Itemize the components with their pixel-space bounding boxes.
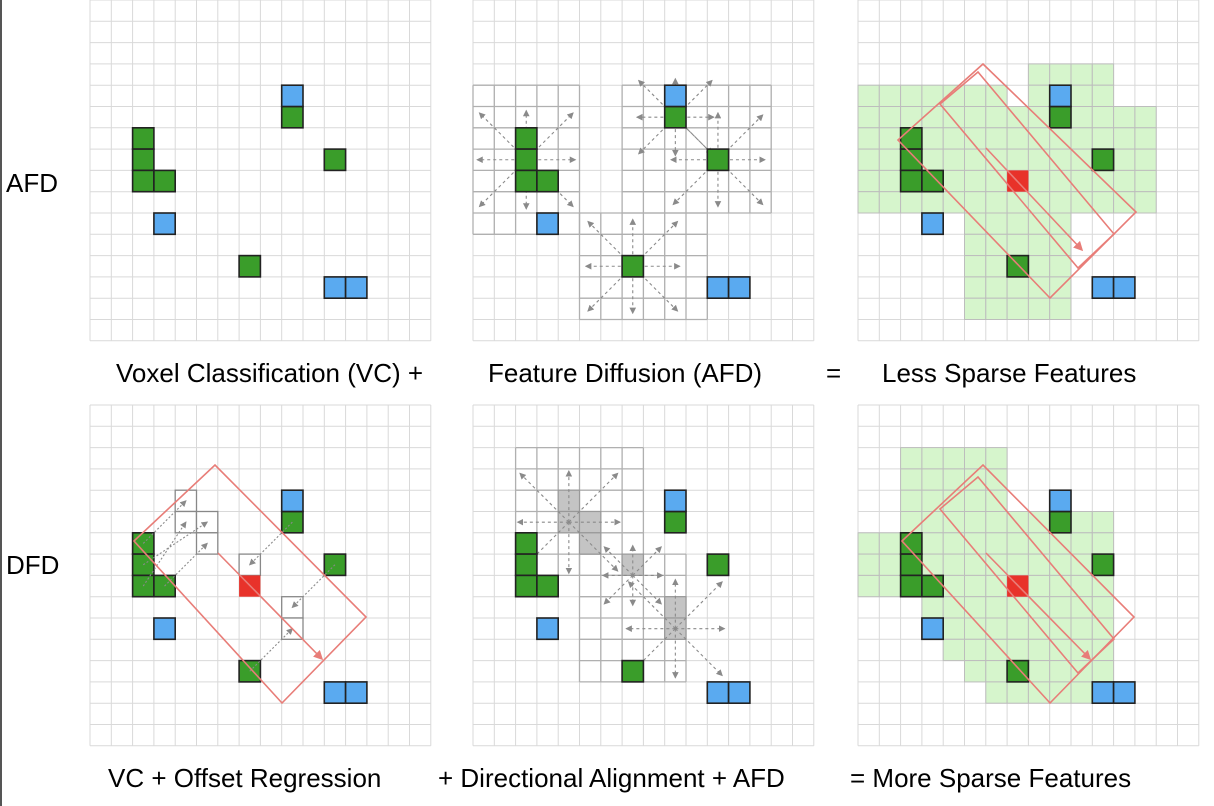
blue-voxel xyxy=(280,84,304,108)
blue-voxel xyxy=(153,617,177,641)
blue-voxel xyxy=(1091,681,1115,704)
diffusion-arrows-top xyxy=(516,469,622,575)
green-voxel xyxy=(323,148,347,172)
green-voxel xyxy=(899,574,923,598)
panel-afd-diffusion xyxy=(472,0,815,342)
blue-voxel xyxy=(344,276,368,299)
bounding-box xyxy=(132,463,368,705)
blue-voxel xyxy=(153,212,177,236)
bounding-box xyxy=(896,62,1138,300)
bounding-box xyxy=(900,463,1136,705)
green-voxel xyxy=(536,169,560,193)
blue-voxel xyxy=(706,681,730,704)
green-voxel xyxy=(706,148,730,172)
blue-voxel xyxy=(663,84,687,108)
direction-arrow xyxy=(985,552,1092,661)
blue-voxel xyxy=(921,212,945,236)
blue-voxel xyxy=(727,681,751,704)
blue-voxel xyxy=(536,212,560,236)
green-voxel xyxy=(1048,510,1072,534)
green-voxel xyxy=(621,254,645,278)
green-voxel xyxy=(514,553,538,577)
panel-offset-regression xyxy=(89,404,432,747)
green-voxel xyxy=(514,127,538,150)
blue-voxel xyxy=(1091,276,1115,299)
caption-feature-diffusion: Feature Diffusion (AFD) xyxy=(488,358,763,388)
blue-voxel xyxy=(323,276,347,299)
direction-arrow xyxy=(985,147,1084,252)
green-voxel xyxy=(238,254,262,278)
green-voxel xyxy=(621,659,645,683)
green-voxel xyxy=(131,127,155,150)
bounding-box-inner xyxy=(938,70,1116,270)
row-label-afd: AFD xyxy=(6,168,58,198)
caption-directional-alignment: + Directional Alignment + AFD xyxy=(438,763,785,793)
caption-more-sparse: = More Sparse Features xyxy=(850,763,1132,793)
green-voxel xyxy=(514,148,538,172)
blue-voxel xyxy=(706,276,730,299)
green-voxel xyxy=(1048,105,1072,129)
green-voxel xyxy=(131,169,155,193)
blue-voxel xyxy=(1112,681,1136,704)
green-voxel xyxy=(899,169,923,193)
green-voxel xyxy=(536,574,560,598)
green-voxel xyxy=(280,105,304,129)
blue-voxel xyxy=(323,681,347,704)
caption-vc-offset: VC + Offset Regression xyxy=(108,763,382,793)
blue-voxel xyxy=(727,276,751,299)
green-voxel xyxy=(514,574,538,598)
left-border xyxy=(0,0,2,806)
panel-directional-alignment xyxy=(472,404,815,747)
blue-voxel xyxy=(1048,84,1072,108)
green-voxel xyxy=(1006,659,1030,683)
bounding-box-inner xyxy=(938,475,1116,675)
diffusion-region-right xyxy=(621,84,772,214)
offset-arrow xyxy=(142,521,209,566)
blue-voxel xyxy=(663,489,687,513)
green-voxel xyxy=(899,553,923,577)
panel-vc xyxy=(89,0,432,342)
diffused-area xyxy=(857,447,1115,704)
green-voxel xyxy=(153,169,177,193)
green-voxel xyxy=(514,169,538,193)
green-voxel xyxy=(921,169,945,193)
blue-voxel xyxy=(344,681,368,704)
panel-less-sparse xyxy=(857,0,1200,342)
caption-voxel-classification: Voxel Classification (VC) + xyxy=(116,358,424,388)
green-voxel xyxy=(153,574,177,598)
green-voxel xyxy=(323,553,347,577)
green-voxel xyxy=(131,148,155,172)
row-label-dfd: DFD xyxy=(6,550,60,580)
green-voxel xyxy=(1091,553,1115,577)
green-voxel xyxy=(514,532,538,555)
green-voxel xyxy=(1091,148,1115,172)
green-voxel xyxy=(663,105,687,129)
blue-voxel xyxy=(536,617,560,641)
green-voxel xyxy=(921,574,945,598)
caption-less-sparse: Less Sparse Features xyxy=(882,358,1137,388)
blue-voxel xyxy=(1048,489,1072,513)
caption-equals: = xyxy=(826,358,842,388)
blue-voxel xyxy=(280,489,304,513)
green-voxel xyxy=(131,574,155,598)
offset-arrow xyxy=(248,521,293,566)
panel-more-sparse xyxy=(857,404,1200,747)
blue-voxel xyxy=(921,617,945,641)
diffused-area xyxy=(857,63,1157,321)
green-voxel xyxy=(663,510,687,534)
green-voxel xyxy=(706,553,730,577)
offset-arrow xyxy=(142,521,187,587)
blue-voxel xyxy=(1112,276,1136,299)
diffusion-arrows-center xyxy=(601,544,664,607)
green-voxel xyxy=(899,148,923,172)
green-voxel xyxy=(1006,254,1030,278)
direction-arrow xyxy=(217,552,324,661)
